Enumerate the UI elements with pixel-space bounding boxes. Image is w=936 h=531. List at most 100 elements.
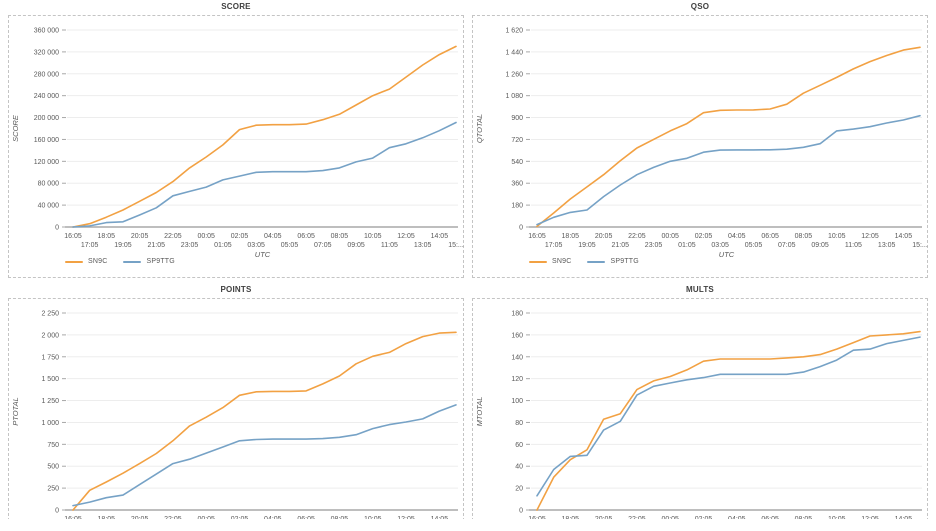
y-tick-label: 160 000: [34, 137, 59, 144]
x-tick-label: 07:05: [778, 242, 796, 249]
x-tick-label: 22:05: [164, 516, 182, 519]
y-tick-label: 0: [519, 225, 523, 232]
x-tick-label: 01:05: [678, 242, 696, 249]
x-tick-label: 06:05: [761, 233, 779, 240]
x-tick-label: 12:05: [861, 233, 879, 240]
x-tick-label: 19:05: [114, 242, 132, 249]
x-tick-label: 04:05: [728, 233, 746, 240]
y-tick-label: 120: [511, 376, 523, 383]
y-tick-label: 40: [515, 464, 523, 471]
y-tick-label: 1 250: [41, 398, 59, 405]
points-chart: 0 250 500 750 1 000 1 250 1 500 1 750 2 000 2 250…: [11, 311, 458, 519]
x-tick-label: 11:05: [381, 242, 398, 249]
x-tick-label: 20:05: [595, 516, 613, 519]
chart-panel-qso: 0 180 360 540 720 900 1 080 1 260 1 440 1 620 16:0…: [472, 15, 928, 278]
y-tick-label: 2 250: [41, 311, 59, 318]
y-tick-label: 360 000: [34, 28, 59, 35]
x-tick-label: 04:05: [728, 516, 746, 519]
series-line-sp9ttg: [536, 336, 921, 497]
legend-line-orange: [65, 260, 83, 263]
x-tick-label: 10:05: [364, 233, 382, 240]
x-tick-label: 16:05: [64, 233, 82, 240]
x-tick-label: 08:05: [331, 516, 349, 519]
y-tick-label: 1 260: [505, 71, 523, 78]
y-tick-label: 1 000: [41, 420, 59, 427]
y-axis-title: MTOTAL: [475, 397, 484, 427]
y-tick-label: 180: [511, 203, 523, 210]
chart-title-points: POINTS: [220, 285, 252, 294]
y-tick-label: 0: [55, 225, 59, 232]
legend-item-sn9c: SN9C: [529, 258, 571, 265]
x-tick-label: 11:05: [845, 242, 862, 249]
x-tick-label: 02:05: [231, 516, 249, 519]
legend-label-sn9c: SN9C: [552, 258, 572, 265]
series-line-sn9c: [72, 331, 457, 511]
x-tick-label: 10:05: [828, 233, 846, 240]
y-tick-label: 320 000: [34, 49, 59, 56]
x-tick-label: 04:05: [264, 233, 282, 240]
x-axis-title: UTC: [255, 250, 271, 259]
y-tick-label: 250: [47, 486, 59, 493]
x-tick-label: 20:05: [131, 516, 149, 519]
x-tick-label: 17:05: [545, 242, 563, 249]
x-tick-label: 13:05: [878, 242, 896, 249]
x-tick-label: 12:05: [861, 516, 879, 519]
x-tick-label: 16:05: [64, 516, 82, 519]
x-tick-label: 22:05: [628, 233, 646, 240]
x-tick-label: 13:05: [414, 242, 432, 249]
x-tick-label: 16:05: [528, 233, 546, 240]
qso-chart: 0 180 360 540 720 900 1 080 1 260 1 440 1 620 16:0…: [475, 28, 928, 260]
y-tick-label: 500: [47, 464, 59, 471]
chart-panel-mults-clip: 0 20 40 60 80 100 120 140 160 180 16:05 18:05 20:05 2…: [472, 298, 928, 519]
y-tick-label: 20: [515, 486, 523, 493]
x-tick-label: 07:05: [314, 242, 332, 249]
y-tick-label: 40 000: [38, 203, 60, 210]
y-tick-label: 1 080: [505, 93, 523, 100]
legend-item-sp9ttg: SP9TTG: [587, 258, 639, 265]
legend-qso: SN9C SP9TTG: [529, 258, 639, 265]
x-tick-label: 22:05: [628, 516, 646, 519]
series-line-sn9c: [536, 330, 921, 511]
x-tick-label: 18:05: [98, 516, 116, 519]
chart-title-qso: QSO: [690, 2, 710, 11]
y-tick-label: 1 500: [41, 376, 59, 383]
y-tick-label: 180: [511, 311, 523, 318]
score-chart: 0 40 000 80 000 120 000 160 000 200 000 240 00…: [11, 28, 464, 260]
y-tick-label: 60: [515, 442, 523, 449]
x-tick-label: 14:05: [895, 516, 913, 519]
legend-label-sn9c: SN9C: [88, 258, 108, 265]
x-tick-label: 17:05: [81, 242, 99, 249]
x-tick-label: 14:05: [895, 233, 913, 240]
legend-score: SN9C SP9TTG: [65, 258, 175, 265]
mults-chart: 0 20 40 60 80 100 120 140 160 180 16:05 18:05 20:05 2…: [475, 311, 922, 519]
y-tick-label: 750: [47, 442, 59, 449]
x-tick-label: 14:05: [431, 516, 449, 519]
x-tick-label: 21:05: [611, 242, 629, 249]
series-line-sp9ttg: [72, 121, 457, 228]
chart-title-mults: MULTS: [686, 285, 714, 294]
x-tick-label: 04:05: [264, 516, 282, 519]
y-tick-label: 140: [511, 354, 523, 361]
x-tick-label: 00:05: [661, 233, 679, 240]
x-tick-label: 00:05: [197, 516, 215, 519]
x-tick-label: 06:05: [297, 516, 315, 519]
y-axis-title: QTOTAL: [475, 114, 484, 143]
x-tick-label: 05:05: [745, 242, 763, 249]
x-tick-label: 02:05: [695, 233, 713, 240]
y-axis-title: SCORE: [11, 114, 20, 142]
y-tick-label: 80: [515, 420, 523, 427]
x-tick-label: 10:05: [364, 516, 382, 519]
y-tick-label: 1 750: [41, 354, 59, 361]
x-tick-label: 02:05: [695, 516, 713, 519]
chart-panel-mults: 0 20 40 60 80 100 120 140 160 180 16:05 18:05 20:05 2…: [472, 298, 928, 519]
y-tick-label: 100: [511, 398, 523, 405]
x-tick-label: 20:05: [595, 233, 613, 240]
y-tick-label: 720: [511, 137, 523, 144]
y-tick-label: 540: [511, 159, 523, 166]
chart-title-score: SCORE: [221, 2, 251, 11]
legend-label-sp9ttg: SP9TTG: [610, 258, 639, 265]
x-axis-title: UTC: [719, 250, 735, 259]
x-tick-label: 09:05: [811, 242, 829, 249]
x-tick-label: 14:05: [431, 233, 449, 240]
